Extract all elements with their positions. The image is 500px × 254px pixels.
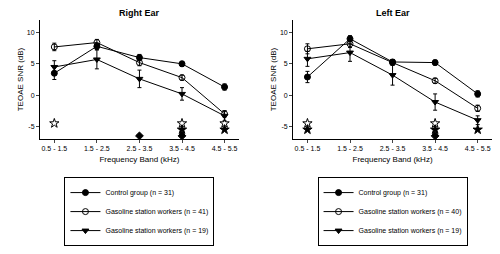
- svg-text:4.5 - 5.5: 4.5 - 5.5: [465, 145, 491, 152]
- svg-text:2.5 - 3.5: 2.5 - 3.5: [380, 145, 406, 152]
- svg-text:1.5 - 2.5: 1.5 - 2.5: [337, 145, 363, 152]
- svg-text:Frequency Band (kHz): Frequency Band (kHz): [99, 155, 179, 164]
- svg-text:3.5 - 4.5: 3.5 - 4.5: [169, 145, 195, 152]
- svg-text:0: 0: [31, 92, 35, 99]
- svg-text:1.5 - 2.5: 1.5 - 2.5: [84, 145, 110, 152]
- svg-text:Left Ear: Left Ear: [376, 8, 410, 18]
- svg-text:0.5 - 1.5: 0.5 - 1.5: [295, 145, 321, 152]
- svg-text:-5: -5: [28, 123, 34, 130]
- svg-text:TEOAE SNR (dB): TEOAE SNR (dB): [269, 47, 278, 111]
- svg-text:Control group (n = 31): Control group (n = 31): [105, 189, 174, 197]
- svg-text:Gasoline station workers (n =: Gasoline station workers (n = 41): [105, 208, 208, 216]
- svg-text:5: 5: [284, 60, 288, 67]
- svg-text:Right Ear: Right Ear: [119, 8, 160, 18]
- svg-text:5: 5: [31, 60, 35, 67]
- svg-text:-5: -5: [281, 123, 287, 130]
- svg-text:Gasoline station workers (n =: Gasoline station workers (n = 19): [105, 227, 208, 235]
- svg-text:10: 10: [27, 29, 35, 36]
- svg-text:0.5 - 1.5: 0.5 - 1.5: [41, 145, 67, 152]
- svg-text:3.5 - 4.5: 3.5 - 4.5: [422, 145, 448, 152]
- svg-text:Gasoline station workers (n =: Gasoline station workers (n = 19): [359, 227, 462, 235]
- svg-text:0: 0: [284, 92, 288, 99]
- svg-text:TEOAE SNR (dB): TEOAE SNR (dB): [16, 47, 25, 111]
- svg-text:Gasoline station workers (n =: Gasoline station workers (n = 40): [359, 208, 462, 216]
- svg-text:Frequency Band (kHz): Frequency Band (kHz): [353, 155, 433, 164]
- svg-text:4.5 - 5.5: 4.5 - 5.5: [212, 145, 238, 152]
- svg-text:2.5 - 3.5: 2.5 - 3.5: [127, 145, 153, 152]
- svg-text:10: 10: [280, 29, 288, 36]
- svg-text:Control group (n = 31): Control group (n = 31): [359, 189, 428, 197]
